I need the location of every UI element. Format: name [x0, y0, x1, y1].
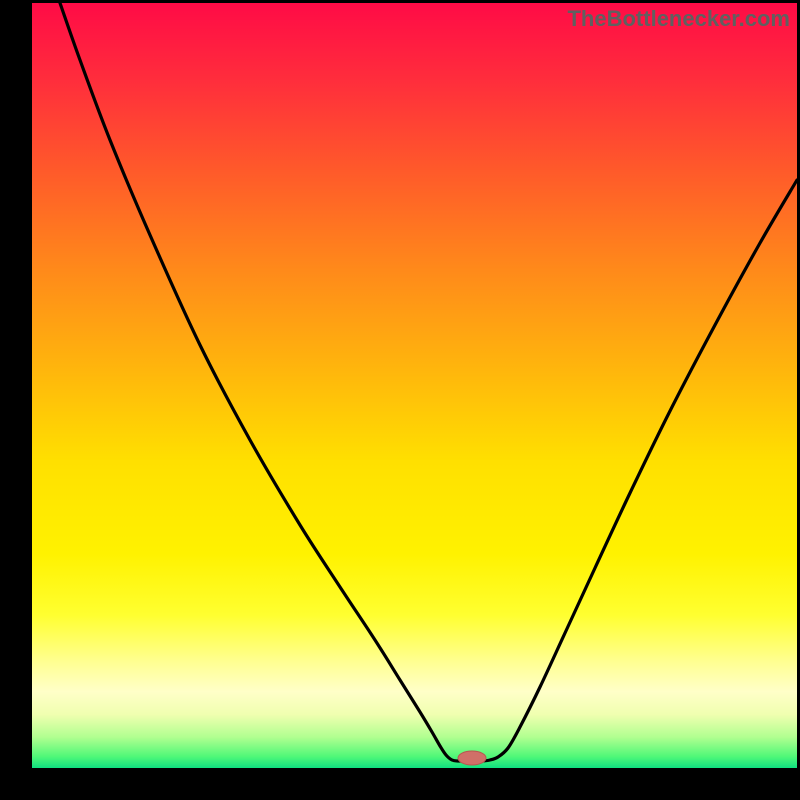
watermark-text: TheBottlenecker.com — [567, 6, 790, 32]
frame-left — [0, 0, 32, 800]
optimum-marker — [458, 751, 486, 765]
bottleneck-chart — [0, 0, 800, 800]
chart-container: TheBottlenecker.com — [0, 0, 800, 800]
frame-bottom — [0, 768, 800, 800]
frame-top — [0, 0, 800, 3]
